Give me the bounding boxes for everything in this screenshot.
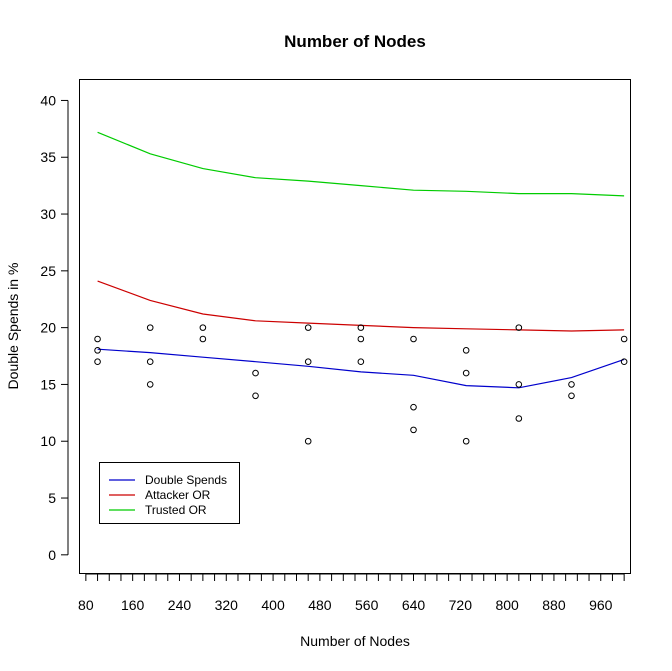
y-tick-label: 25 xyxy=(40,263,56,279)
data-point xyxy=(410,335,417,343)
data-point xyxy=(199,324,207,331)
data-point xyxy=(515,415,523,422)
series-line-double-spends xyxy=(97,348,625,389)
legend-label: Trusted OR xyxy=(145,503,207,517)
data-point xyxy=(252,369,259,377)
y-tick-label: 40 xyxy=(40,92,56,108)
legend-label: Attacker OR xyxy=(145,488,211,502)
x-axis-label: Number of Nodes xyxy=(300,633,410,649)
data-point xyxy=(462,369,470,377)
x-tick-label: 160 xyxy=(121,597,145,613)
y-axis: 0 5 10 15 20 25 30 35 40 xyxy=(40,92,69,563)
x-tick-label: 640 xyxy=(402,597,426,613)
data-point xyxy=(146,324,154,331)
legend-label: Double Spends xyxy=(145,473,227,487)
x-tick-label: 320 xyxy=(215,597,239,613)
data-point xyxy=(357,358,365,366)
data-point xyxy=(94,335,101,343)
series-lines xyxy=(97,131,625,389)
y-axis-label: Double Spends in % xyxy=(5,263,21,390)
data-point xyxy=(568,381,575,388)
data-point xyxy=(620,335,628,343)
data-points xyxy=(94,324,628,445)
data-point xyxy=(146,381,154,388)
legend-box xyxy=(99,462,240,524)
data-point xyxy=(94,358,101,366)
y-tick-label: 0 xyxy=(48,547,56,563)
data-point xyxy=(410,403,417,411)
y-tick-label: 20 xyxy=(40,320,56,336)
chart-title: Number of Nodes xyxy=(284,32,426,51)
x-tick-label: 560 xyxy=(355,597,379,613)
y-tick-label: 35 xyxy=(40,149,56,165)
data-point xyxy=(568,392,575,400)
data-point xyxy=(620,358,628,366)
y-tick-label: 10 xyxy=(40,433,56,449)
data-point xyxy=(146,358,154,366)
data-point xyxy=(462,437,470,445)
data-point xyxy=(252,392,259,400)
series-line-trusted-or xyxy=(97,131,625,197)
x-tick-label: 240 xyxy=(168,597,192,613)
data-point xyxy=(515,324,523,331)
data-point xyxy=(199,335,207,343)
data-point xyxy=(357,335,365,343)
data-point xyxy=(304,358,312,366)
x-tick-label: 480 xyxy=(308,597,332,613)
x-tick-label: 720 xyxy=(449,597,473,613)
data-point xyxy=(410,426,417,434)
y-tick-label: 15 xyxy=(40,376,56,392)
series-line-attacker-or xyxy=(97,280,625,332)
data-point xyxy=(304,324,312,331)
data-point xyxy=(94,347,101,354)
data-point xyxy=(462,347,470,354)
x-tick-label: 400 xyxy=(261,597,285,613)
y-tick-label: 5 xyxy=(48,490,56,506)
data-point xyxy=(515,381,523,388)
x-tick-label: 960 xyxy=(589,597,613,613)
data-point xyxy=(304,437,312,445)
x-tick-label: 800 xyxy=(495,597,519,613)
y-tick-label: 30 xyxy=(40,206,56,222)
x-axis: 80 160 240 320 400 480 560 640 720 800 880 960 xyxy=(78,573,625,613)
x-tick-label: 80 xyxy=(78,597,94,613)
data-point xyxy=(357,324,365,331)
x-tick-label: 880 xyxy=(542,597,566,613)
